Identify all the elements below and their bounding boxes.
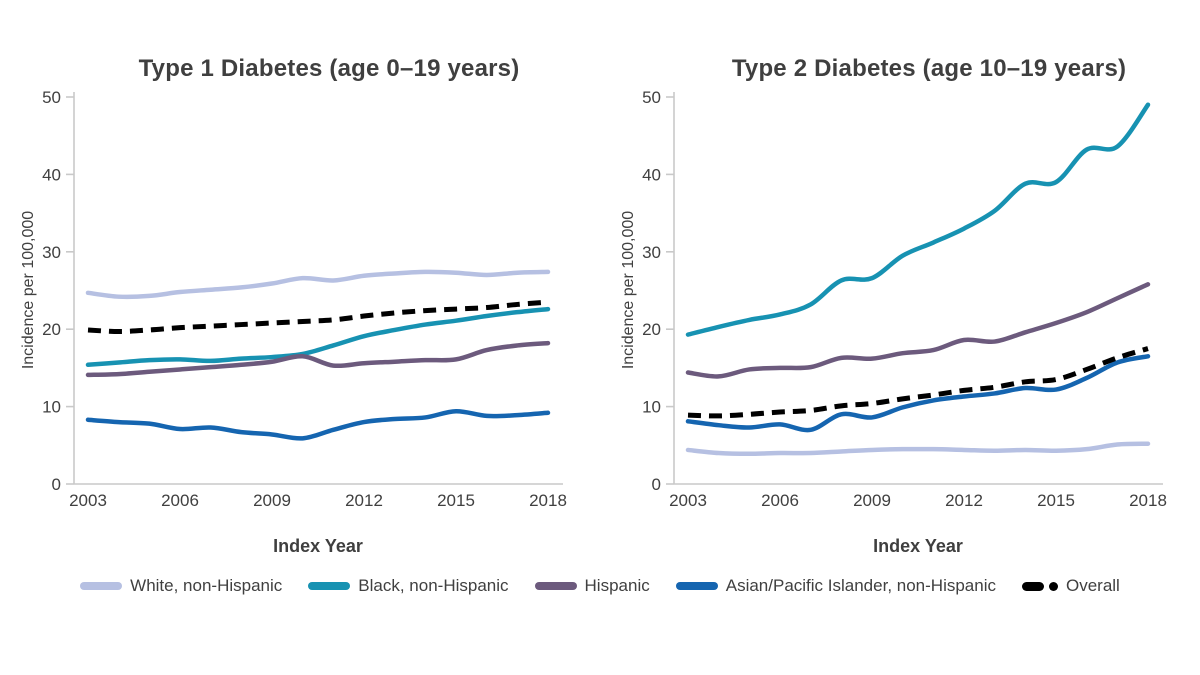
overall-dashed-swatch-icon bbox=[1021, 581, 1058, 591]
type2-diabetes-chart: Type 2 Diabetes (age 10–19 years) Incide… bbox=[620, 48, 1200, 570]
x-tick-label: 2018 bbox=[1129, 491, 1167, 510]
legend-label: White, non-Hispanic bbox=[130, 576, 283, 595]
type1-plot-area: Incidence per 100,000 Index Year 0 10 20 30… bbox=[20, 90, 567, 556]
y-tick-label: 0 bbox=[652, 475, 661, 494]
dash-icon bbox=[1021, 581, 1044, 591]
series-line-black-non-hispanic bbox=[685, 102, 1151, 337]
y-axis-label: Incidence per 100,000 bbox=[620, 211, 637, 369]
x-tick-label: 2003 bbox=[669, 491, 707, 510]
chart-title: Type 1 Diabetes (age 0–19 years) bbox=[138, 55, 520, 82]
x-tick-label: 2018 bbox=[529, 491, 567, 510]
y-tick-label: 40 bbox=[642, 165, 661, 184]
x-tick-label: 2015 bbox=[437, 491, 475, 510]
x-tick-label: 2012 bbox=[945, 491, 983, 510]
black-non-hispanic-swatch-icon bbox=[308, 582, 351, 590]
y-tick-label: 30 bbox=[42, 243, 61, 262]
y-tick-label: 20 bbox=[42, 320, 61, 339]
x-tick-label: 2009 bbox=[853, 491, 891, 510]
series-line-white-non-hispanic bbox=[85, 269, 551, 300]
legend-item-overall: Overall bbox=[1021, 576, 1120, 596]
series-line-asian-pacific-islander-non-hispanic bbox=[685, 354, 1151, 433]
series-line-overall bbox=[687, 346, 1149, 419]
legend-item-black-non-hispanic: Black, non-Hispanic bbox=[308, 576, 509, 596]
axes: 0 10 20 30 40 50 2003 2006 2009 2012 2015 2018 bbox=[42, 90, 567, 510]
series-line-hispanic bbox=[685, 282, 1151, 379]
series-line-hispanic bbox=[85, 340, 551, 378]
y-tick-label: 40 bbox=[42, 165, 61, 184]
y-tick-label: 50 bbox=[42, 90, 61, 107]
legend-label: Overall bbox=[1065, 576, 1120, 595]
y-tick-label: 50 bbox=[642, 90, 661, 107]
x-tick-label: 2006 bbox=[161, 491, 199, 510]
hispanic-swatch-icon bbox=[534, 582, 577, 590]
y-tick-label: 0 bbox=[52, 475, 61, 494]
y-axis-label: Incidence per 100,000 bbox=[20, 211, 37, 369]
x-tick-label: 2009 bbox=[253, 491, 291, 510]
legend-item-white-non-hispanic: White, non-Hispanic bbox=[80, 576, 282, 596]
white-non-hispanic-swatch-icon bbox=[80, 582, 123, 590]
y-tick-label: 10 bbox=[42, 398, 61, 417]
series-line-asian-pacific-islander-non-hispanic bbox=[85, 408, 551, 441]
type2-plot-area: Incidence per 100,000 Index Year 0 10 20 30… bbox=[620, 90, 1167, 556]
series-line-overall bbox=[87, 299, 549, 335]
x-tick-label: 2006 bbox=[761, 491, 799, 510]
type1-diabetes-chart: Type 1 Diabetes (age 0–19 years) Inciden… bbox=[20, 48, 600, 570]
x-tick-label: 2015 bbox=[1037, 491, 1075, 510]
y-tick-label: 10 bbox=[642, 398, 661, 417]
y-tick-label: 30 bbox=[642, 243, 661, 262]
asian-pacific-islander-non-hispanic-swatch-icon bbox=[675, 582, 718, 590]
x-tick-label: 2012 bbox=[345, 491, 383, 510]
series-line-white-non-hispanic bbox=[685, 441, 1151, 457]
dot-icon bbox=[1048, 581, 1058, 591]
legend-label: Asian/Pacific Islander, non-Hispanic bbox=[725, 576, 996, 595]
y-tick-label: 20 bbox=[642, 320, 661, 339]
series-line-black-non-hispanic bbox=[85, 306, 551, 368]
legend-label: Hispanic bbox=[584, 576, 650, 595]
x-tick-label: 2003 bbox=[69, 491, 107, 510]
axes: 0 10 20 30 40 50 2003 2006 2009 2012 2015 2018 bbox=[642, 90, 1167, 510]
legend-label: Black, non-Hispanic bbox=[358, 576, 509, 595]
legend-item-asian-pacific-islander-non-hispanic: Asian/Pacific Islander, non-Hispanic bbox=[675, 576, 996, 596]
legend-item-hispanic: Hispanic bbox=[534, 576, 650, 596]
x-axis-label: Index Year bbox=[273, 536, 363, 556]
x-axis-label: Index Year bbox=[873, 536, 963, 556]
legend: White, non-Hispanic Black, non-Hispanic Hi… bbox=[0, 576, 1200, 596]
chart-title: Type 2 Diabetes (age 10–19 years) bbox=[731, 55, 1127, 82]
